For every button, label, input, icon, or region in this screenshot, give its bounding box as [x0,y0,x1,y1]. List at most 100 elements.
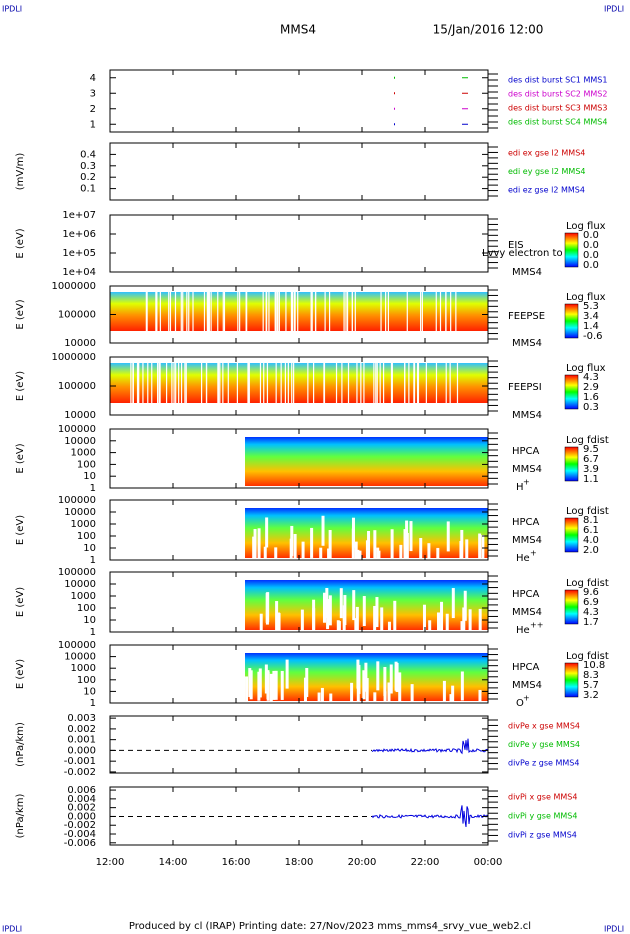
gap [462,607,466,638]
gap [274,670,278,700]
gap [272,670,276,700]
gap [290,290,292,331]
legend-entry: divPe x gse MMS4 [508,722,580,731]
gap [158,361,160,403]
y-tick-label: 1000000 [51,352,96,363]
y-axis-label: E (eV) [15,299,26,329]
gap [287,361,289,403]
gap [263,546,267,577]
gap [165,361,168,403]
gap [322,592,326,623]
gap [319,547,323,578]
gap [440,601,444,632]
note: Lvvy electron to [482,248,563,259]
gap [354,290,356,331]
panel-frame [109,69,489,133]
gap [351,517,355,548]
y-tick-label: 100 [77,459,96,470]
gap [178,361,180,403]
gap [245,290,247,331]
gap [326,599,330,630]
y-tick-label: 10 [83,543,96,554]
gap [280,670,284,700]
gap [420,290,422,331]
gap [247,361,249,403]
gap [358,550,362,581]
trace [371,738,489,755]
gap [351,290,353,331]
gap [335,361,338,403]
y-tick-label: 10 [83,471,96,482]
gap [274,547,278,578]
gap [236,361,239,403]
gap [311,290,313,331]
gap [364,662,368,692]
gap [180,290,182,331]
event [394,123,395,126]
y-tick-label: -0.004 [64,829,96,840]
gap [377,550,381,581]
gap [356,677,360,707]
colorbar-tick-label: 0.3 [583,402,599,413]
y-tick-label: 1 [90,119,96,130]
gap [389,664,393,694]
colorbar-tick-label: 5.7 [583,680,599,691]
gap [307,361,309,403]
gap [248,668,252,698]
legend-entry: divPi z gse MMS4 [508,831,577,840]
gap [266,592,270,623]
corner-label: IPDLI [604,5,624,14]
spectrogram [110,363,488,403]
gap [390,529,394,560]
gap [360,361,362,403]
gap [222,290,224,331]
gap [416,361,419,403]
gap [277,612,281,643]
y-tick-label: 0.000 [67,745,96,756]
gap [321,515,325,546]
y-tick-label: 100000 [58,310,96,321]
gap [136,361,139,403]
x-tick-label: 18:00 [285,857,314,868]
gap [406,290,408,331]
gap [355,606,359,637]
gap [312,608,316,639]
gap [297,290,299,331]
gap [362,670,366,700]
gap [291,290,294,331]
gap [223,290,226,331]
gap [405,520,409,551]
colorbar-tick-label: 6.7 [583,454,599,465]
colorbar-tick-label: 9.6 [583,587,599,598]
y-tick-label: 4 [90,73,96,84]
gap [138,361,140,403]
gap [159,361,161,403]
gap [410,684,414,714]
gap [379,361,381,403]
colorbar-tick-label: 8.3 [583,670,599,681]
colorbar [564,303,579,339]
gap [435,290,437,331]
legend-entry: divPe y gse MMS4 [508,740,580,749]
colorbar-title: Log fdist [566,435,609,446]
gap [293,361,295,403]
legend-entry: des dist burst SC4 MMS4 [508,118,607,127]
species: O [516,698,524,709]
gap [328,530,332,561]
gap [354,541,358,572]
y-tick-label: 100000 [58,381,96,392]
gap [208,290,210,331]
gap [168,290,170,331]
spacecraft-label: MMS4 [512,680,542,691]
y-tick-label: 100000 [58,640,96,651]
gap [269,673,273,703]
colorbar-tick-label: 6.1 [583,525,599,536]
gap [439,290,442,331]
gap [463,590,467,621]
gap [217,361,219,403]
gap [327,548,331,579]
gap [445,290,447,331]
y-axis-label: (nPa/km) [15,722,26,767]
y-axis-label: E (eV) [15,659,26,689]
colorbar-title: Log flux [566,363,606,374]
